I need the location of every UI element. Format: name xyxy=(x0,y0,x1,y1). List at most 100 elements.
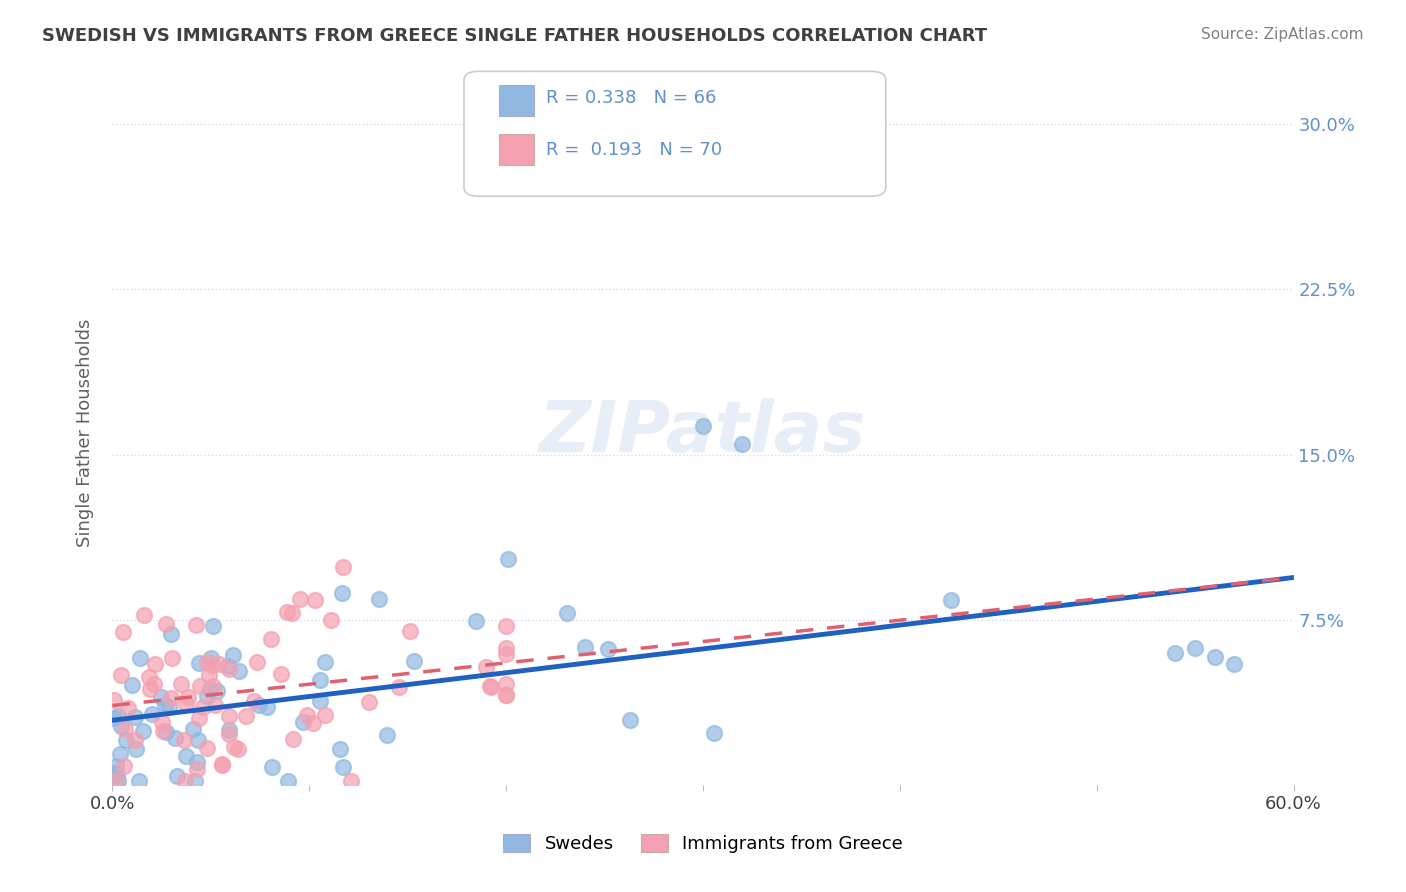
Point xyxy=(160,627,183,641)
Point xyxy=(398,624,420,638)
Point xyxy=(474,660,496,674)
Point xyxy=(132,724,155,739)
Point xyxy=(142,677,165,691)
Point xyxy=(150,714,173,729)
Point xyxy=(465,614,488,628)
Point xyxy=(110,747,132,761)
Point xyxy=(187,733,209,747)
Point xyxy=(200,650,222,665)
Point xyxy=(495,688,517,702)
Point xyxy=(332,760,354,774)
Point xyxy=(107,709,129,723)
Point xyxy=(218,708,240,723)
Point xyxy=(692,419,714,434)
Point xyxy=(177,690,200,705)
Point xyxy=(208,657,231,671)
Point xyxy=(105,768,128,782)
Point xyxy=(103,711,125,725)
Point xyxy=(104,759,127,773)
Point xyxy=(124,733,146,747)
Point xyxy=(217,658,239,673)
Point xyxy=(1164,646,1187,660)
Point xyxy=(188,679,211,693)
Point xyxy=(174,773,197,788)
Point xyxy=(574,640,596,654)
Point xyxy=(309,694,332,708)
Point xyxy=(187,711,209,725)
Point xyxy=(228,664,250,678)
Point xyxy=(218,727,240,741)
Point xyxy=(221,648,243,663)
Point xyxy=(479,679,502,693)
Point xyxy=(555,607,578,621)
Point xyxy=(200,681,222,696)
Text: ZIPatlas: ZIPatlas xyxy=(540,398,866,467)
Point xyxy=(368,591,391,606)
Point xyxy=(110,719,132,733)
Text: SWEDISH VS IMMIGRANTS FROM GREECE SINGLE FATHER HOUSEHOLDS CORRELATION CHART: SWEDISH VS IMMIGRANTS FROM GREECE SINGLE… xyxy=(42,27,987,45)
Point xyxy=(283,732,305,747)
Point xyxy=(218,662,240,676)
Point xyxy=(260,760,283,774)
Point xyxy=(309,673,332,688)
Point xyxy=(124,710,146,724)
Point xyxy=(197,741,219,756)
Point xyxy=(319,613,342,627)
Point xyxy=(330,586,353,600)
Point xyxy=(104,766,127,780)
Point xyxy=(314,708,336,723)
Point xyxy=(495,640,517,655)
Point xyxy=(375,728,398,742)
Point xyxy=(115,733,138,747)
Point xyxy=(121,678,143,692)
Point xyxy=(314,655,336,669)
Point xyxy=(1204,650,1226,665)
Point xyxy=(340,773,363,788)
Text: R = 0.338   N = 66: R = 0.338 N = 66 xyxy=(546,89,716,107)
Point xyxy=(163,731,186,746)
Point xyxy=(103,693,125,707)
Point xyxy=(388,680,411,694)
Legend: Swedes, Immigrants from Greece: Swedes, Immigrants from Greece xyxy=(496,827,910,861)
Point xyxy=(153,698,176,713)
Point xyxy=(703,726,725,740)
Point xyxy=(479,680,502,694)
Point xyxy=(138,670,160,684)
Point xyxy=(132,607,155,622)
Point xyxy=(198,668,221,682)
Point xyxy=(218,723,240,737)
Point xyxy=(224,740,246,755)
Point xyxy=(495,648,517,662)
Point xyxy=(117,700,139,714)
Point xyxy=(159,690,181,705)
Point xyxy=(160,650,183,665)
Point xyxy=(166,769,188,783)
Point xyxy=(181,722,204,736)
Point xyxy=(288,591,311,606)
Point xyxy=(143,657,166,672)
Point xyxy=(183,773,205,788)
Point xyxy=(110,668,132,682)
Point xyxy=(304,592,326,607)
Point xyxy=(204,698,226,712)
Point xyxy=(139,681,162,696)
Point xyxy=(195,655,218,669)
Point xyxy=(202,679,225,693)
Point xyxy=(155,724,177,739)
Point xyxy=(235,709,257,723)
Point xyxy=(201,619,224,633)
Point xyxy=(173,733,195,747)
Point xyxy=(276,605,298,619)
Point xyxy=(280,606,302,620)
Point xyxy=(155,617,177,632)
Point xyxy=(141,706,163,721)
Point xyxy=(129,650,152,665)
Point xyxy=(201,657,224,672)
Point xyxy=(332,560,354,574)
Point xyxy=(260,632,283,646)
Point xyxy=(152,724,174,739)
Point xyxy=(149,690,172,704)
Point xyxy=(596,642,619,657)
Point xyxy=(619,714,641,728)
Point xyxy=(205,683,228,698)
